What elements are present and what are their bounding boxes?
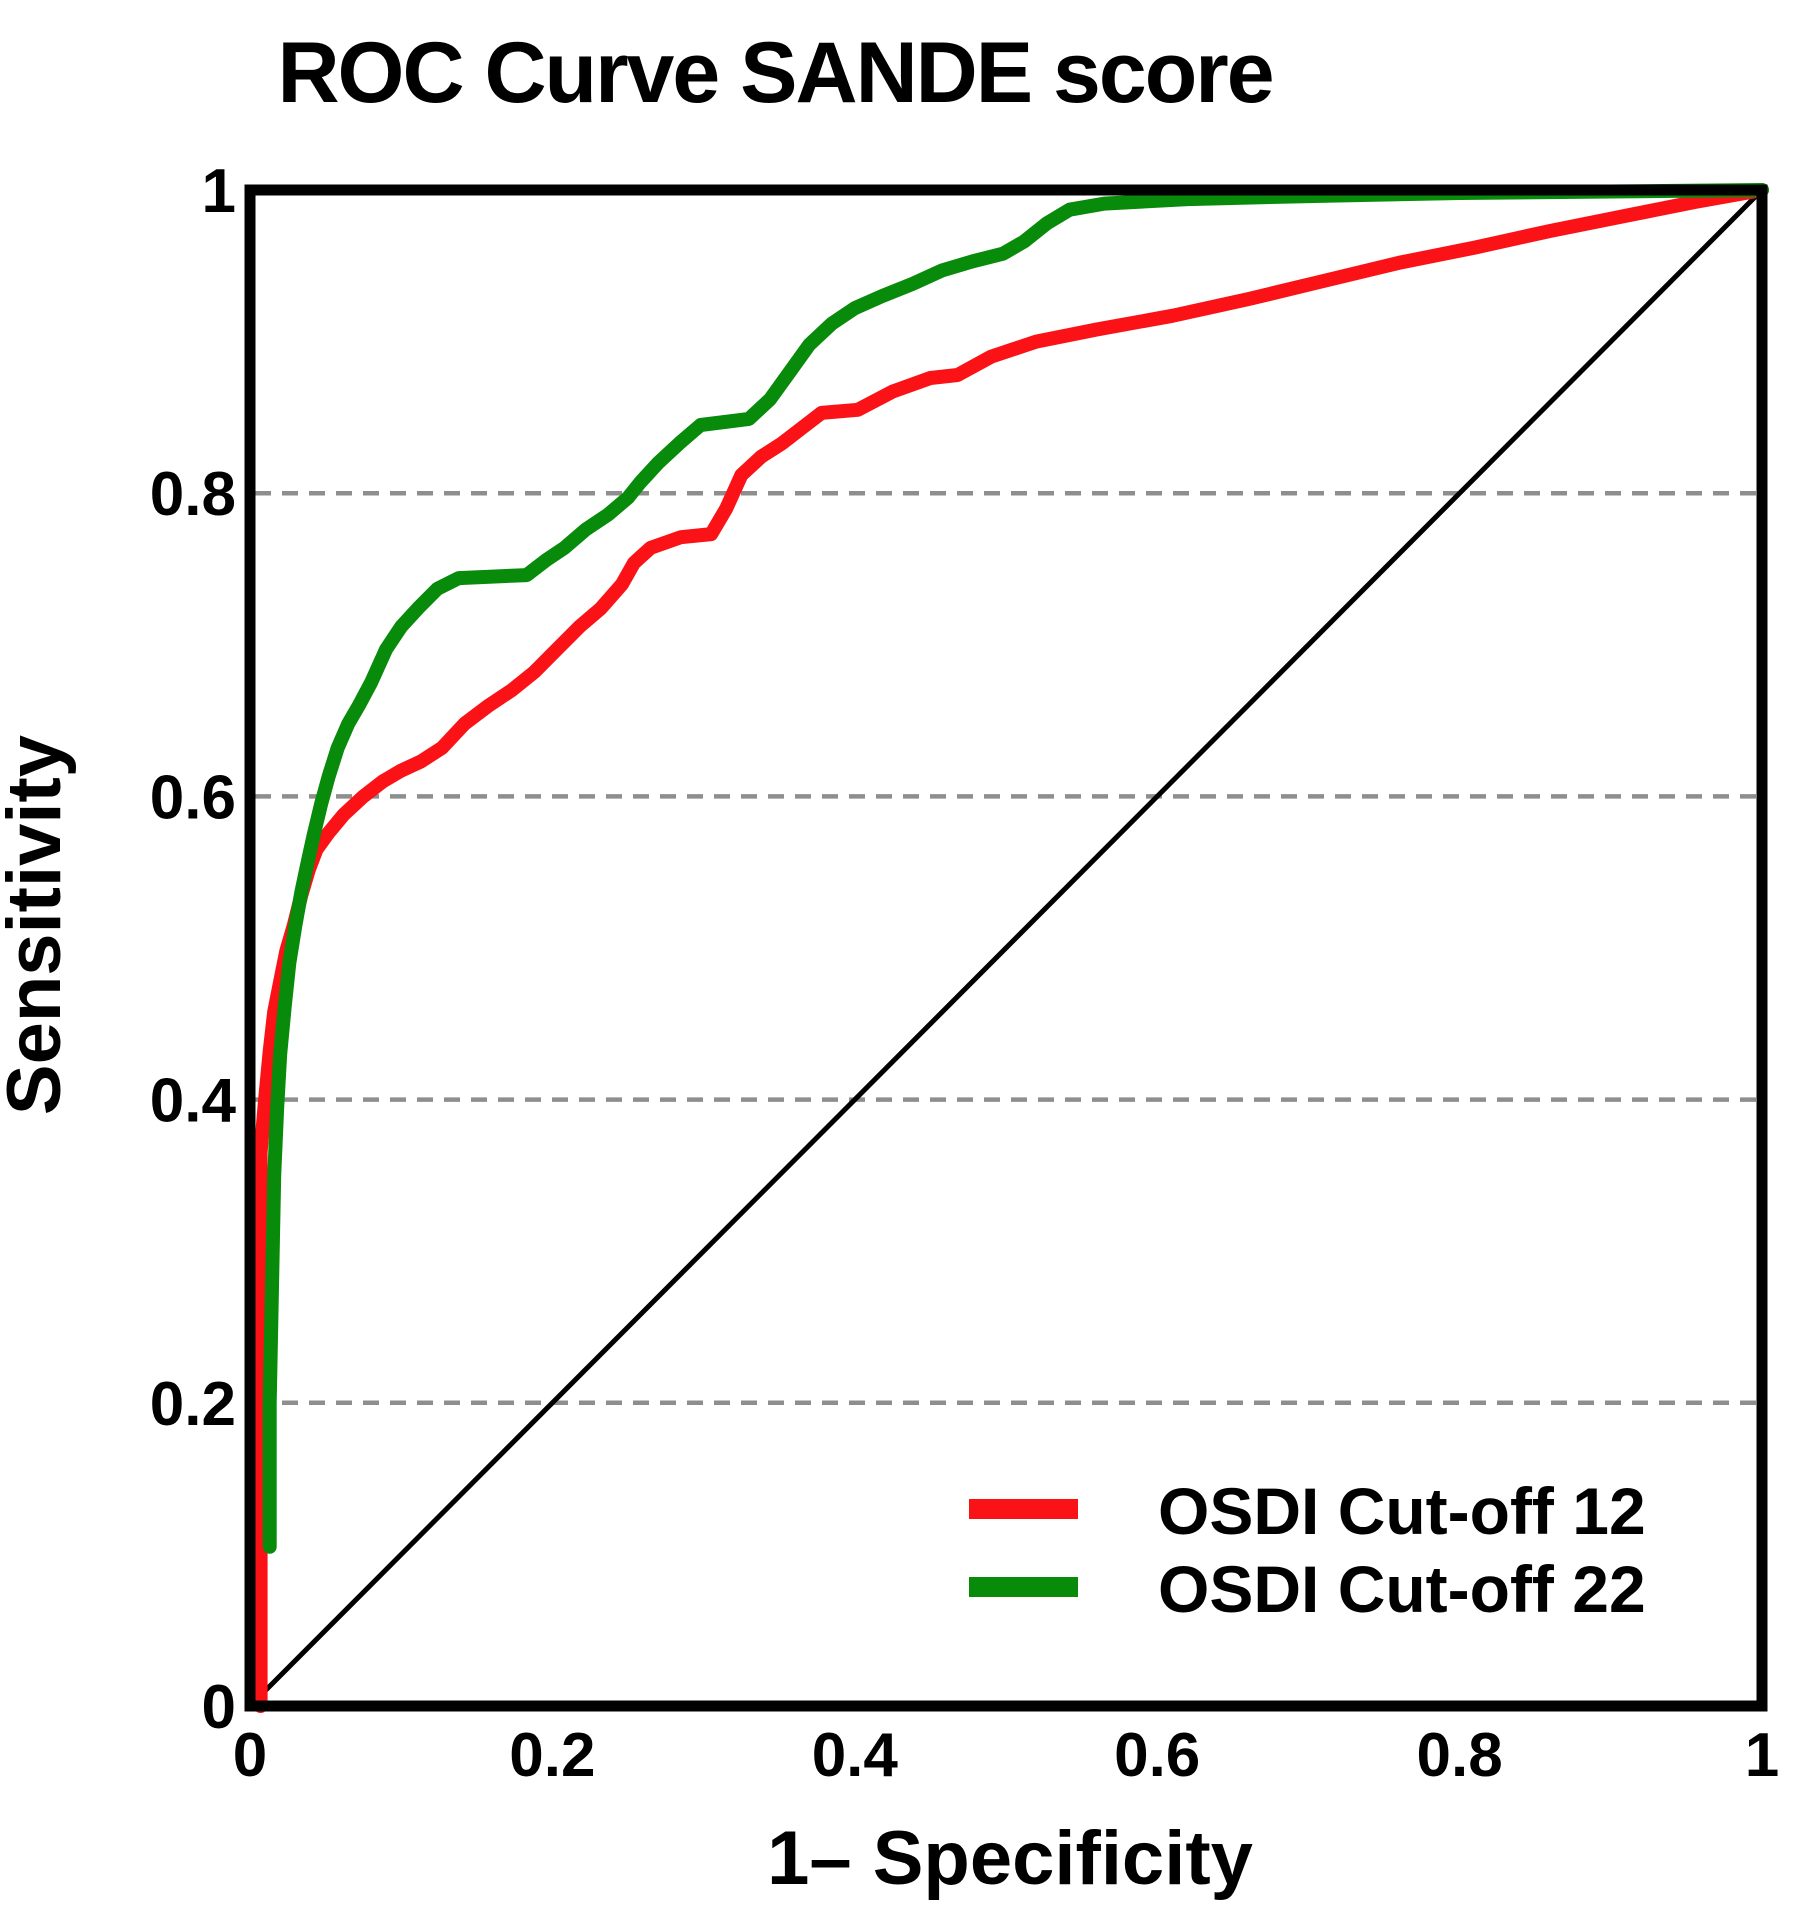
x-tick-label-1: 1 — [1745, 1721, 1779, 1790]
y-tick-label-0.8: 0.8 — [150, 460, 236, 529]
legend-label-cutoff-22: OSDI Cut-off 22 — [1158, 1552, 1646, 1626]
legend-label-cutoff-12: OSDI Cut-off 12 — [1158, 1474, 1646, 1548]
x-axis-label: 1– Specificity — [767, 1816, 1253, 1901]
y-tick-label-0: 0 — [202, 1673, 236, 1742]
y-axis-label: Sensitivity — [0, 735, 77, 1115]
roc-curves-group — [253, 183, 1769, 1713]
chart-title: ROC Curve SANDE score — [277, 25, 1272, 121]
x-tick-label-0.4: 0.4 — [812, 1721, 899, 1790]
diagonal-reference-line — [248, 188, 1764, 1708]
legend-swatch-cutoff-22 — [969, 1577, 1078, 1597]
plot-frame — [244, 184, 1768, 1712]
x-tick-label-0.6: 0.6 — [1114, 1721, 1200, 1790]
gridlines-group — [255, 490, 1757, 1406]
legend-swatch-cutoff-12 — [969, 1499, 1078, 1519]
y-tick-label-1: 1 — [202, 157, 236, 226]
y-tick-label-0.2: 0.2 — [150, 1370, 236, 1439]
x-tick-labels-group: 0 0.2 0.4 0.6 0.8 1 — [233, 1721, 1779, 1790]
y-tick-label-0.4: 0.4 — [150, 1067, 237, 1136]
y-tick-labels-group: 0 0.2 0.4 0.6 0.8 1 — [150, 157, 237, 1742]
x-tick-label-0: 0 — [233, 1721, 267, 1790]
x-tick-label-0.2: 0.2 — [509, 1721, 595, 1790]
diagonal-group — [248, 188, 1764, 1708]
legend: OSDI Cut-off 12 OSDI Cut-off 22 — [969, 1474, 1646, 1626]
x-tick-label-0.8: 0.8 — [1416, 1721, 1502, 1790]
roc-curve-cutoff-22 — [262, 183, 1769, 1554]
y-tick-label-0.6: 0.6 — [150, 763, 236, 832]
